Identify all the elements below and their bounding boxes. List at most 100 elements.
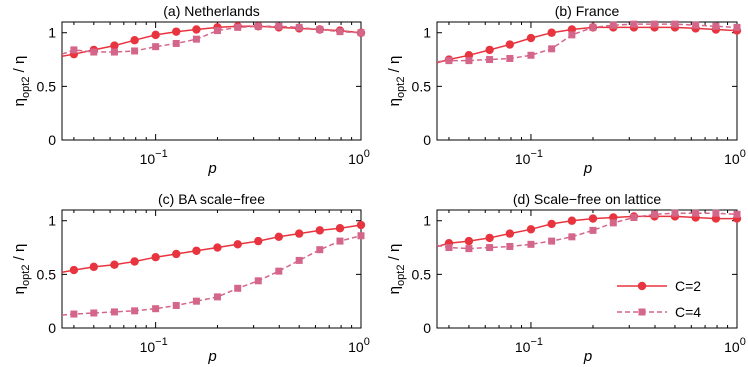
- data-point-square: [192, 35, 200, 43]
- data-point-square: [152, 43, 160, 51]
- data-point-circle: [233, 240, 242, 249]
- chart-panel-4: (d) Scale−free on lattice 0 0.5 1 10−1 100 p ηo…: [386, 191, 746, 365]
- data-point-square: [671, 209, 679, 217]
- y-tick-label: 0: [48, 320, 56, 336]
- data-point-square: [152, 305, 160, 313]
- y-tick-label: 0.5: [37, 266, 57, 282]
- data-point-square: [110, 308, 118, 316]
- legend: C=2 C=4: [617, 278, 701, 320]
- data-point-circle: [213, 243, 222, 252]
- data-point-square: [90, 309, 98, 317]
- data-point-circle: [151, 30, 160, 40]
- y-axis-label: ηopt2 / η: [11, 56, 32, 107]
- x-tick-label: 10−1: [515, 336, 543, 355]
- data-point-circle: [485, 45, 494, 55]
- data-area: [437, 20, 742, 65]
- x-axis-label: p: [583, 348, 592, 365]
- data-point-square: [172, 39, 180, 47]
- series-line-dashed: [62, 25, 362, 55]
- data-point-circle: [526, 33, 536, 43]
- data-point-square: [316, 246, 324, 254]
- data-point-square: [70, 310, 78, 318]
- data-point-square: [234, 284, 242, 292]
- data-point-square: [131, 47, 139, 55]
- data-area: [437, 209, 742, 253]
- data-point-square: [733, 210, 741, 218]
- y-tick-label: 1: [48, 25, 56, 41]
- data-point-circle: [485, 233, 494, 243]
- data-point-circle: [151, 253, 160, 262]
- data-point-square: [336, 28, 344, 36]
- data-point-square: [131, 307, 139, 315]
- series-line-dashed: [437, 23, 738, 63]
- series-line-dashed: [62, 234, 362, 316]
- y-axis-label: ηopt2 / η: [386, 244, 407, 295]
- series-line-solid: [437, 215, 737, 248]
- data-point-square: [275, 22, 283, 30]
- data-point-square: [486, 244, 494, 252]
- data-point-circle: [130, 36, 139, 45]
- data-point-square: [445, 57, 453, 65]
- data-point-circle: [192, 25, 201, 34]
- data-point-square: [651, 20, 659, 28]
- data-point-circle: [588, 214, 598, 223]
- chart-title: (b) France: [555, 3, 620, 19]
- x-tick-label: 100: [724, 336, 746, 355]
- data-point-square: [275, 267, 283, 275]
- y-tick-label: 1: [423, 213, 431, 229]
- x-tick-label: 10−1: [140, 148, 168, 167]
- data-point-circle: [192, 246, 201, 255]
- data-point-circle: [254, 236, 263, 246]
- y-tick-label: 0.5: [37, 78, 57, 94]
- plot-frame: [436, 209, 738, 329]
- x-tick-label: 10−1: [140, 336, 168, 355]
- data-point-square: [357, 29, 365, 37]
- data-point-circle: [567, 216, 577, 225]
- chart-title: (d) Scale−free on lattice: [513, 191, 661, 207]
- legend-marker-square: [638, 308, 646, 316]
- data-point-circle: [172, 249, 181, 259]
- data-point-circle: [130, 257, 139, 266]
- data-point-square: [465, 57, 473, 65]
- data-point-circle: [335, 224, 345, 233]
- chart-title: (c) BA scale−free: [158, 191, 265, 207]
- y-tick-label: 1: [423, 25, 431, 41]
- data-point-circle: [547, 28, 556, 37]
- series-line-dashed: [437, 212, 738, 250]
- x-tick-label: 100: [724, 148, 746, 167]
- data-point-square: [445, 244, 453, 252]
- y-axis-label: ηopt2 / η: [11, 244, 32, 295]
- data-point-square: [712, 22, 720, 30]
- data-point-circle: [315, 226, 324, 235]
- chart-title: (a) Netherlands: [163, 3, 260, 19]
- data-point-square: [336, 237, 344, 245]
- data-point-square: [90, 48, 98, 56]
- chart-panel-3: (c) BA scale−free 0 0.5 1 10−1 100 p ηopt2 / η: [11, 191, 370, 365]
- data-point-circle: [294, 229, 304, 238]
- data-point-circle: [274, 232, 284, 242]
- data-point-square: [486, 56, 494, 64]
- data-point-circle: [172, 27, 181, 36]
- data-point-square: [733, 23, 741, 31]
- data-point-square: [609, 219, 617, 227]
- x-tick-label: 10−1: [515, 148, 543, 167]
- data-point-circle: [547, 219, 556, 229]
- plot-frame: [436, 21, 738, 141]
- y-tick-label: 0: [48, 132, 56, 148]
- chart-panel-2: (b) France 0 0.5 1 10−1 100 p ηopt2 / η: [386, 3, 746, 177]
- data-point-square: [465, 245, 473, 253]
- data-point-circle: [69, 265, 79, 275]
- data-point-circle: [110, 41, 119, 50]
- data-point-square: [630, 214, 638, 222]
- x-axis-label: p: [207, 160, 216, 177]
- data-point-square: [548, 45, 556, 53]
- data-point-square: [295, 256, 303, 264]
- data-point-square: [630, 20, 638, 28]
- data-point-circle: [526, 225, 536, 234]
- chart-panel-1: (a) Netherlands 0 0.5 1 10−1 100 p ηopt2 / η: [11, 3, 370, 177]
- y-tick-label: 0.5: [412, 266, 432, 282]
- data-point-square: [254, 22, 262, 30]
- data-point-square: [651, 210, 659, 218]
- x-axis-label: p: [583, 160, 592, 177]
